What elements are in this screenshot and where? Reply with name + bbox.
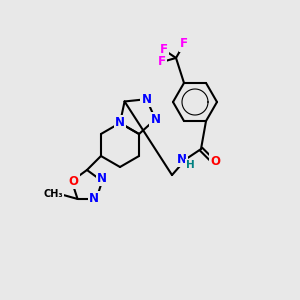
Text: O: O (69, 175, 79, 188)
Text: N: N (142, 93, 152, 106)
Text: N: N (115, 116, 125, 130)
Text: F: F (180, 38, 188, 50)
Text: H: H (186, 160, 194, 170)
Text: CH₃: CH₃ (44, 189, 63, 199)
Text: F: F (160, 44, 168, 56)
Text: O: O (210, 154, 220, 168)
Text: N: N (150, 113, 161, 126)
Text: F: F (158, 56, 166, 68)
Text: N: N (97, 172, 107, 184)
Text: N: N (89, 192, 99, 206)
Text: N: N (177, 153, 187, 166)
